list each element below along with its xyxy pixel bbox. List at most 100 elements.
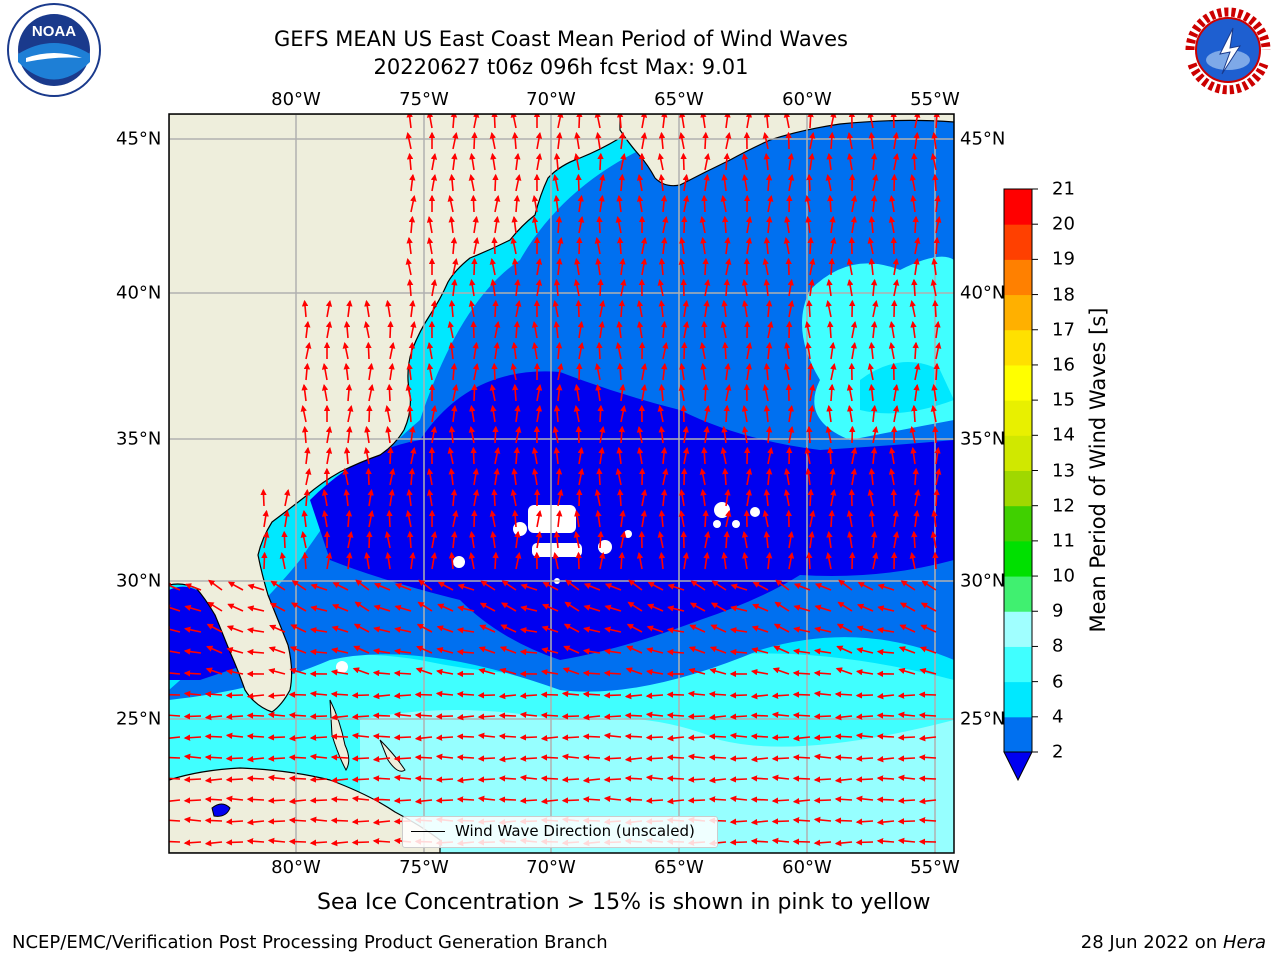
wind-wave-vector: [850, 341, 857, 360]
wind-wave-vector: [729, 713, 748, 720]
wind-wave-vector: [785, 131, 792, 150]
wind-wave-vector: [787, 530, 794, 549]
lon-label-bottom-60w: 60°W: [782, 857, 832, 878]
wind-wave-vector: [305, 342, 312, 360]
wind-wave-vector: [582, 754, 601, 761]
wind-wave-vector: [513, 446, 521, 465]
wind-wave-vector: [183, 776, 202, 783]
wind-wave-vector: [246, 712, 265, 719]
wind-wave-vector: [721, 215, 729, 234]
footer-date: 28 Jun 2022 on Hera: [1081, 932, 1266, 953]
wind-wave-vector: [750, 775, 769, 782]
wind-wave-vector: [725, 384, 732, 402]
wind-wave-vector: [679, 114, 686, 129]
wind-wave-vector: [771, 818, 790, 825]
wind-wave-vector: [595, 131, 602, 150]
wind-wave-vector: [847, 278, 854, 297]
wind-wave-vector: [406, 236, 413, 255]
wind-wave-vector: [576, 362, 583, 381]
wind-wave-vector: [658, 173, 665, 192]
wind-wave-vector: [309, 839, 328, 846]
wind-wave-vector: [325, 552, 333, 570]
wind-wave-vector: [416, 623, 433, 633]
wind-wave-vector: [888, 342, 896, 360]
wind-wave-vector: [520, 583, 538, 591]
wind-wave-vector: [834, 776, 853, 784]
wind-wave-vector: [553, 530, 561, 549]
wind-wave-vector: [183, 839, 202, 846]
wind-wave-vector: [367, 488, 374, 507]
wind-wave-vector: [599, 174, 606, 192]
wind-wave-vector: [604, 583, 622, 591]
wind-wave-vector: [576, 488, 583, 507]
wind-wave-vector: [519, 627, 538, 634]
wind-wave-vector: [448, 467, 455, 486]
wind-wave-vector: [501, 580, 517, 591]
wind-wave-vector: [363, 321, 370, 339]
wind-wave-vector: [771, 692, 790, 699]
wind-wave-vector: [783, 114, 791, 129]
wind-wave-vector: [519, 648, 538, 656]
wind-wave-vector: [806, 551, 813, 570]
wind-wave-vector: [351, 795, 370, 803]
wind-wave-vector: [347, 405, 354, 423]
wind-wave-vector: [330, 839, 349, 847]
wind-wave-vector: [617, 488, 624, 507]
wind-wave-vector: [690, 580, 706, 591]
colorbar-segment: [1004, 611, 1032, 647]
wind-wave-vector: [618, 425, 626, 444]
colorbar-tick-label: 10: [1052, 565, 1075, 587]
wind-wave-vector: [679, 236, 686, 255]
wind-wave-vector: [577, 194, 584, 213]
wind-wave-vector: [834, 839, 853, 847]
wind-wave-vector: [620, 531, 627, 549]
wind-wave-vector: [640, 363, 648, 381]
wind-wave-vector: [872, 300, 879, 318]
wind-wave-vector: [763, 488, 771, 507]
wind-wave-vector: [825, 552, 832, 570]
wind-wave-vector: [492, 551, 499, 570]
wind-wave-vector: [452, 384, 459, 402]
wind-wave-vector: [535, 384, 543, 402]
wind-wave-vector: [785, 257, 792, 276]
wind-wave-vector: [687, 753, 706, 761]
lat-label-left-40n: 40°N: [116, 282, 162, 304]
wind-wave-vector: [826, 278, 833, 297]
wind-wave-vector: [448, 299, 456, 318]
wind-wave-vector: [657, 531, 664, 549]
wind-wave-vector: [687, 734, 706, 741]
wind-wave-vector: [597, 530, 604, 549]
wind-wave-vector: [386, 383, 393, 402]
wind-wave-vector: [469, 278, 476, 297]
wind-wave-vector: [767, 321, 774, 339]
wind-wave-vector: [288, 734, 307, 742]
wind-wave-vector: [269, 624, 286, 633]
wind-wave-vector: [582, 796, 601, 803]
wind-wave-vector: [553, 194, 560, 213]
wind-wave-vector: [792, 775, 811, 782]
wind-wave-vector: [834, 691, 853, 698]
wind-wave-vector: [279, 552, 286, 570]
graticule: [169, 114, 954, 853]
wind-wave-vector: [246, 818, 265, 826]
colorbar-segment: [1004, 716, 1032, 753]
wind-wave-vector: [729, 839, 748, 846]
wind-wave-vector: [618, 299, 626, 318]
wind-wave-vector: [352, 667, 370, 675]
wind-wave-vector: [373, 604, 391, 612]
wind-wave-vector: [599, 300, 606, 318]
wind-wave-vector: [662, 216, 669, 234]
wind-wave-vector: [204, 839, 223, 847]
wind-wave-vector: [813, 669, 832, 677]
wind-wave-vector: [834, 796, 853, 803]
wind-wave-vector: [309, 753, 328, 761]
wind-wave-vector: [856, 625, 874, 633]
wind-wave-vector: [531, 342, 539, 360]
wind-wave-vector: [704, 279, 711, 297]
wind-wave-vector: [410, 195, 417, 213]
wind-wave-vector: [577, 216, 585, 234]
wind-wave-vector: [786, 194, 793, 213]
wind-wave-vector: [451, 152, 458, 171]
wind-wave-vector: [330, 754, 349, 761]
wind-wave-vector: [876, 775, 895, 782]
